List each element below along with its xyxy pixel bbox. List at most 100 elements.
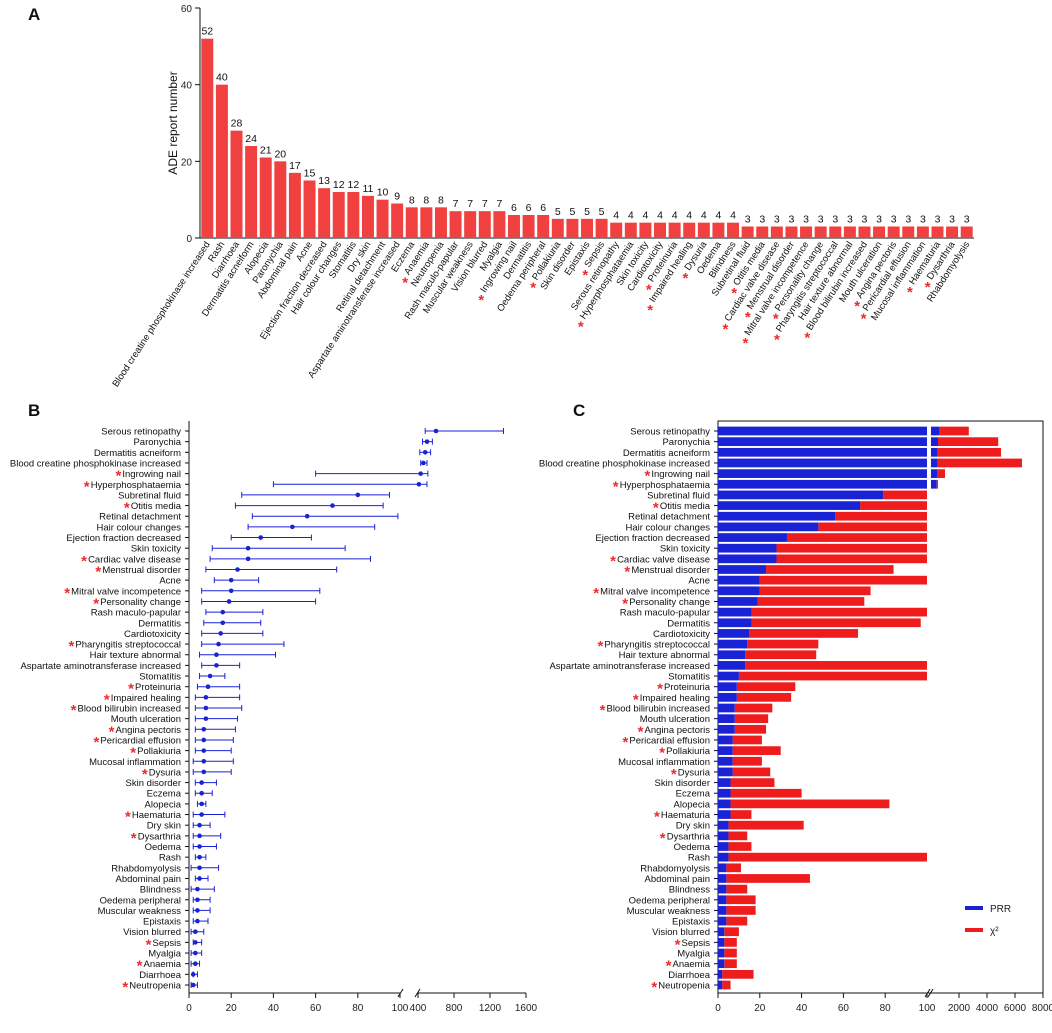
bar-prr-proteinuria <box>718 682 737 692</box>
bar-chi2-ext-blood-creatine-phosphokinase-increased <box>937 458 1022 468</box>
panel-b: B02040608010040080012001600RORSerous ret… <box>10 401 538 1014</box>
bar-prr-dysarthria <box>718 831 729 841</box>
y-tick-label-rash: Rash <box>159 853 181 864</box>
star-marker: * <box>130 745 136 762</box>
y-tick-label-skin-disorder: Skin disorder <box>126 778 181 789</box>
bar-prr-blood-creatine-phosphokinase-increased <box>718 458 927 468</box>
star-marker: * <box>731 285 737 302</box>
bar-hair-colour-changes <box>332 192 345 238</box>
data-label-skin-toxicity: 4 <box>642 210 648 222</box>
y-tick-label-skin-toxicity: Skin toxicity <box>131 544 181 555</box>
bar-chi2-pericardial-effusion <box>732 735 762 745</box>
x-tick-label-c: 60 <box>838 1003 850 1014</box>
y-tick-label-proteinuria: Proteinuria <box>664 682 711 693</box>
data-label-hair-colour-changes: 12 <box>333 179 345 191</box>
star-marker: * <box>659 745 665 762</box>
bar-chi2-proteinuria <box>736 682 796 692</box>
bar-prr-stomatitis <box>718 671 739 681</box>
bar-prr-neutropenia <box>718 980 723 990</box>
bar-chi2-eczema <box>730 788 802 798</box>
data-label-dysuria: 4 <box>701 210 707 222</box>
bar-chi2-diarrhoea <box>722 969 754 979</box>
bar-chi2-alopecia <box>730 799 890 809</box>
data-label-mouth-ulceration: 3 <box>876 214 882 226</box>
panel-label-b: B <box>28 401 40 420</box>
star-marker: * <box>657 681 663 698</box>
y-tick-label-anaemia: Anaemia <box>144 959 182 970</box>
point-abdominal-pain <box>197 876 202 881</box>
point-skin-toxicity <box>245 545 251 551</box>
y-tick-label-dermatitis-acneiform: Dermatitis acneiform <box>623 448 710 459</box>
bar-chi2-anaemia <box>724 959 737 969</box>
star-marker: * <box>478 292 484 309</box>
data-label-rash-maculo-papular: 7 <box>453 198 459 210</box>
panel-c: C0204060801002000400060008000PRR (χ²)Ser… <box>539 401 1052 1014</box>
y-tick-label-mouth-ulceration: Mouth ulceration <box>111 714 181 725</box>
bar-chi2-pharyngitis-streptococcal <box>747 639 819 649</box>
y-tick-label-acne: Acne <box>159 576 181 587</box>
star-marker: * <box>613 478 619 495</box>
y-tick-label-dermatitis-acneiform: Dermatitis acneiform <box>94 448 181 459</box>
point-menstrual-disorder <box>235 567 240 572</box>
point-pollakiuria <box>201 748 207 753</box>
bar-prr-skin-disorder <box>718 778 731 787</box>
bar-prr-blindness <box>718 884 727 894</box>
data-label-ingrowing-nail: 6 <box>511 202 517 214</box>
bar-chi2-haematuria <box>730 810 752 819</box>
bar-dysuria <box>697 222 710 238</box>
point-stomatitis <box>207 673 213 679</box>
bar-prr-mitral-valve-incompetence <box>718 586 760 596</box>
star-marker: * <box>644 468 650 485</box>
bar-prr-ejection-fraction-decreased <box>718 533 787 542</box>
y-tick-label-oedema: Oedema <box>145 842 182 853</box>
bar-mucosal-inflammation <box>916 226 929 238</box>
bar-prr-sepsis <box>718 938 725 947</box>
point-dermatitis-acneiform <box>422 450 428 455</box>
bar-chi2-dry-skin <box>728 820 804 830</box>
y-tick-label-hair-colour-changes: Hair colour changes <box>97 522 182 533</box>
bar-chi2-ext-paronychia <box>938 437 999 447</box>
y-tick-label-myalgia: Myalgia <box>677 949 710 960</box>
star-marker: * <box>651 979 657 996</box>
bar-haematuria <box>931 226 944 238</box>
y-tick-label-acne: Acne <box>688 576 710 587</box>
data-label-cardiotoxicity: 4 <box>657 210 663 222</box>
star-marker: * <box>122 979 128 996</box>
x-tick-label-c: 4000 <box>976 1003 999 1014</box>
y-tick-label-ejection-fraction-decreased: Ejection fraction decreased <box>66 533 181 544</box>
star-marker: * <box>593 585 599 602</box>
point-dysarthria <box>197 833 202 839</box>
star-marker: * <box>115 468 121 485</box>
point-dysuria <box>201 769 207 775</box>
bar-chi2-pollakiuria <box>732 746 781 755</box>
y-tick-label-pharyngitis-streptococcal: Pharyngitis streptococcal <box>75 640 181 651</box>
bar-prr-dry-skin <box>718 820 729 830</box>
bar-skin-toxicity <box>639 222 652 238</box>
bar-prr-diarrhoea <box>718 969 723 979</box>
data-label-myalgia: 7 <box>496 198 502 210</box>
data-label-vision-blurred: 7 <box>482 198 488 210</box>
bar-vision-blurred <box>478 211 491 238</box>
star-marker: * <box>743 335 749 352</box>
point-mitral-valve-incompetence <box>228 588 234 594</box>
bar-dermatitis <box>522 215 535 238</box>
bar-rhabdomyolysis <box>960 226 973 238</box>
bar-personality-change <box>814 226 827 238</box>
y-tick-label-paronychia: Paronychia <box>662 437 710 448</box>
x-tick-label-b: 20 <box>226 1003 238 1014</box>
bar-chi2-aspartate-aminotransferase-increased <box>745 661 927 670</box>
y-tick-label-a: 40 <box>181 81 193 92</box>
y-tick-label-pollakiuria: Pollakiuria <box>666 746 711 757</box>
x-tick-label-c: 2000 <box>948 1003 971 1014</box>
star-marker: * <box>622 595 628 612</box>
y-tick-label-alopecia: Alopecia <box>674 799 711 810</box>
x-tick-label-b: 400 <box>410 1003 427 1014</box>
star-marker: * <box>104 691 110 708</box>
bar-chi2-rash <box>728 852 927 862</box>
star-marker: * <box>773 311 779 328</box>
star-marker: * <box>578 319 584 336</box>
bar-eczema <box>405 207 418 238</box>
y-tick-label-rhabdomyolysis: Rhabdomyolysis <box>111 863 181 874</box>
y-tick-label-mucosal-inflammation: Mucosal inflammation <box>89 757 181 768</box>
y-tick-label-rhabdomyolysis: Rhabdomyolysis <box>640 863 710 874</box>
